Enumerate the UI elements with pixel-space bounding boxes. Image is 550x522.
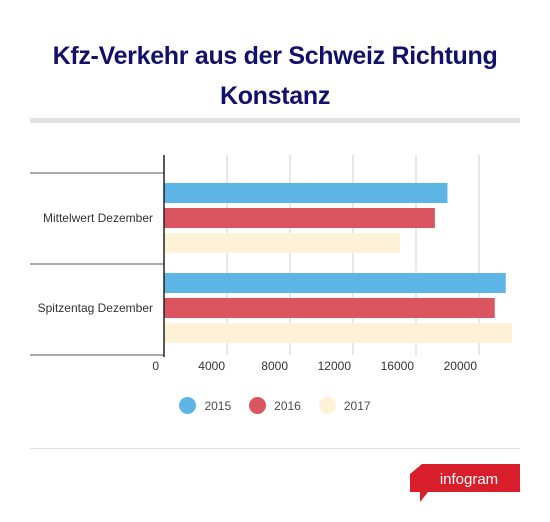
legend-item-2017[interactable]: 2017 (318, 397, 371, 414)
category-label-0: Mittelwert Dezember (43, 211, 153, 225)
title-divider (30, 118, 520, 123)
chart-title-line-1: Kfz-Verkehr aus der Schweiz Richtung (52, 42, 498, 70)
x-tick-label-12000: 12000 (318, 359, 352, 373)
footer-divider (30, 448, 520, 449)
bar-chart: Mittelwert Dezember Spitzentag Dezember 0 4… (0, 140, 550, 390)
x-tick-label-4000: 4000 (198, 359, 225, 373)
legend-item-2016[interactable]: 2016 (249, 397, 301, 414)
legend-label-2015: 2015 (204, 398, 232, 413)
x-tick-label-16000: 16000 (381, 359, 415, 373)
infogram-logo-badge (410, 464, 520, 502)
chart-legend: 2015 2016 2017 (0, 397, 550, 414)
x-tick-label-20000: 20000 (444, 359, 478, 373)
legend-swatch-2016 (249, 397, 267, 414)
legend-label-2017: 2017 (343, 398, 371, 413)
bar-2016-mittelwert (164, 208, 435, 228)
bar-2017-mittelwert (164, 233, 401, 253)
x-tick-label-0: 0 (152, 359, 159, 373)
x-tick-label-8000: 8000 (261, 359, 288, 373)
legend-swatch-2015 (179, 397, 197, 414)
chart-title: Kfz-Verkehr aus der Schweiz Richtung Kon… (0, 36, 550, 116)
bar-2017-spitzentag (164, 323, 513, 343)
legend-label-2016: 2016 (274, 398, 301, 413)
bar-chart-svg: Mittelwert Dezember Spitzentag Dezember 0 4… (30, 155, 513, 373)
legend-swatch-2017 (318, 397, 336, 414)
bar-2015-spitzentag (164, 273, 506, 293)
chart-title-line-2: Konstanz (219, 82, 331, 110)
infogram-logo-text: infogram (440, 471, 498, 488)
bar-2015-mittelwert (164, 183, 448, 203)
legend-item-2015[interactable]: 2015 (179, 397, 231, 414)
bar-2016-spitzentag (164, 298, 495, 318)
infogram-logo[interactable]: infogram (410, 464, 520, 502)
category-label-1: Spitzentag Dezember (38, 301, 153, 315)
